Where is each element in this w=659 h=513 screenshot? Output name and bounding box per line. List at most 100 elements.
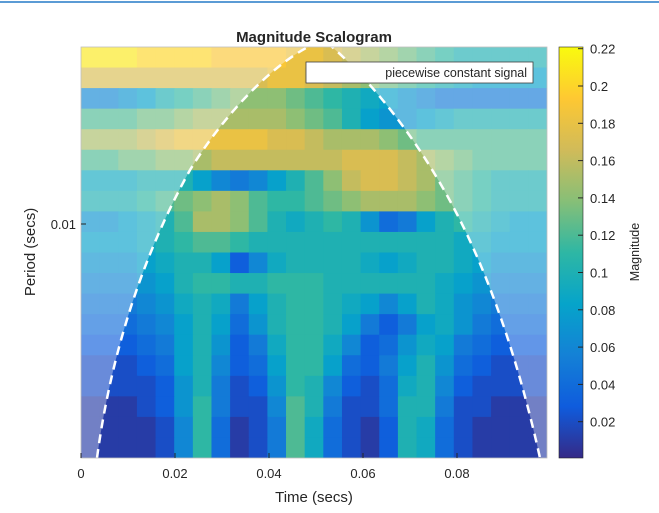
heatmap-cell <box>211 355 231 377</box>
heatmap-cell <box>528 190 547 212</box>
heatmap-cell <box>118 396 138 418</box>
heatmap-cell <box>99 149 119 171</box>
heatmap-cell <box>230 375 250 397</box>
heatmap-cell <box>211 334 231 356</box>
colorbar-tick-label: 0.22 <box>590 42 615 57</box>
heatmap-cell <box>286 67 306 89</box>
heatmap-cell <box>248 211 268 233</box>
heatmap-cell <box>341 396 362 418</box>
colorbar-tick-label: 0.02 <box>590 415 615 430</box>
heatmap-cell <box>435 293 455 315</box>
heatmap-cell <box>286 375 306 397</box>
heatmap-cell <box>341 88 362 110</box>
heatmap-cell <box>81 47 101 69</box>
heatmap-cell <box>509 314 529 336</box>
heatmap-cell <box>230 437 250 458</box>
heatmap-cell <box>509 88 529 110</box>
heatmap-cell <box>509 108 529 130</box>
heatmap-cell <box>118 211 138 233</box>
heatmap-cell <box>341 231 362 254</box>
heatmap-cell <box>118 47 138 69</box>
heatmap-cell <box>435 190 455 212</box>
heatmap-cell <box>360 355 380 377</box>
heatmap-cell <box>155 67 175 89</box>
heatmap-cell <box>118 88 138 110</box>
heatmap-cell <box>453 314 474 336</box>
heatmap-cell <box>174 129 194 151</box>
heatmap-cell <box>323 88 343 110</box>
heatmap-cell <box>118 437 138 458</box>
heatmap-cell <box>99 108 119 130</box>
heatmap-cell <box>248 231 268 254</box>
heatmap-cell <box>248 396 268 418</box>
heatmap-cell <box>416 334 436 356</box>
heatmap-cell <box>416 190 436 212</box>
heatmap-cell <box>155 108 175 130</box>
x-tick-label: 0.08 <box>444 466 469 481</box>
heatmap-cell <box>379 314 399 336</box>
heatmap-cell <box>304 355 324 377</box>
heatmap-cell <box>416 416 436 439</box>
x-tick-label: 0.02 <box>162 466 187 481</box>
heatmap-cell <box>118 355 138 377</box>
heatmap-cell <box>248 437 268 458</box>
heatmap-cell <box>155 334 175 356</box>
heatmap-cell <box>211 129 231 151</box>
heatmap-cell <box>304 334 324 356</box>
heatmap-cell <box>341 314 362 336</box>
heatmap-cell <box>360 314 380 336</box>
heatmap-cell <box>397 314 418 336</box>
heatmap-cell <box>397 293 418 315</box>
heatmap-cell <box>174 355 194 377</box>
heatmap-cell <box>341 375 362 397</box>
heatmap-cell <box>286 293 306 315</box>
heatmap-cell <box>155 437 175 458</box>
heatmap-cell <box>99 416 119 439</box>
colorbar-tick-label: 0.14 <box>590 191 615 206</box>
heatmap-cell <box>211 108 231 130</box>
heatmap-cell <box>435 252 455 274</box>
cone-of-influence-line <box>95 47 542 458</box>
heatmap-cell <box>323 375 343 397</box>
heatmap-cell <box>81 314 101 336</box>
heatmap-cell <box>81 129 101 151</box>
heatmap-cell <box>136 190 157 212</box>
heatmap-cell <box>304 129 324 151</box>
heatmap-cell <box>155 149 175 171</box>
heatmap-cell <box>286 273 306 295</box>
heatmap-cell <box>341 293 362 315</box>
heatmap-cell <box>509 334 529 356</box>
heatmap-cell <box>453 149 474 171</box>
heatmap-cell <box>99 67 119 89</box>
heatmap-cell <box>472 293 492 315</box>
heatmap-cell <box>99 231 119 254</box>
heatmap-cell <box>81 252 101 274</box>
heatmap-cell <box>491 437 511 458</box>
heatmap-cell <box>528 396 547 418</box>
heatmap-cell <box>248 293 268 315</box>
heatmap-cell <box>341 416 362 439</box>
heatmap-cell <box>304 293 324 315</box>
heatmap-cell <box>397 334 418 356</box>
heatmap-cell <box>118 129 138 151</box>
heatmap-cell <box>136 67 157 89</box>
heatmap-cell <box>230 416 250 439</box>
heatmap-cell <box>99 129 119 151</box>
heatmap-cell <box>136 129 157 151</box>
heatmap-cell <box>472 149 492 171</box>
heatmap-cell <box>323 437 343 458</box>
heatmap-cell <box>248 170 268 192</box>
x-tick-label: 0.06 <box>350 466 375 481</box>
colorbar-tick-label: 0.2 <box>590 79 608 94</box>
heatmap-cell <box>341 355 362 377</box>
heatmap-cell <box>453 252 474 274</box>
y-axis: 0.01 <box>51 217 86 232</box>
heatmap-cell <box>230 231 250 254</box>
heatmap-cell <box>491 170 511 192</box>
heatmap-cell <box>397 416 418 439</box>
heatmap-cell <box>174 314 194 336</box>
heatmap-cell <box>99 293 119 315</box>
heatmap-cell <box>174 375 194 397</box>
heatmap-cell <box>304 88 324 110</box>
heatmap-cell <box>192 273 213 295</box>
